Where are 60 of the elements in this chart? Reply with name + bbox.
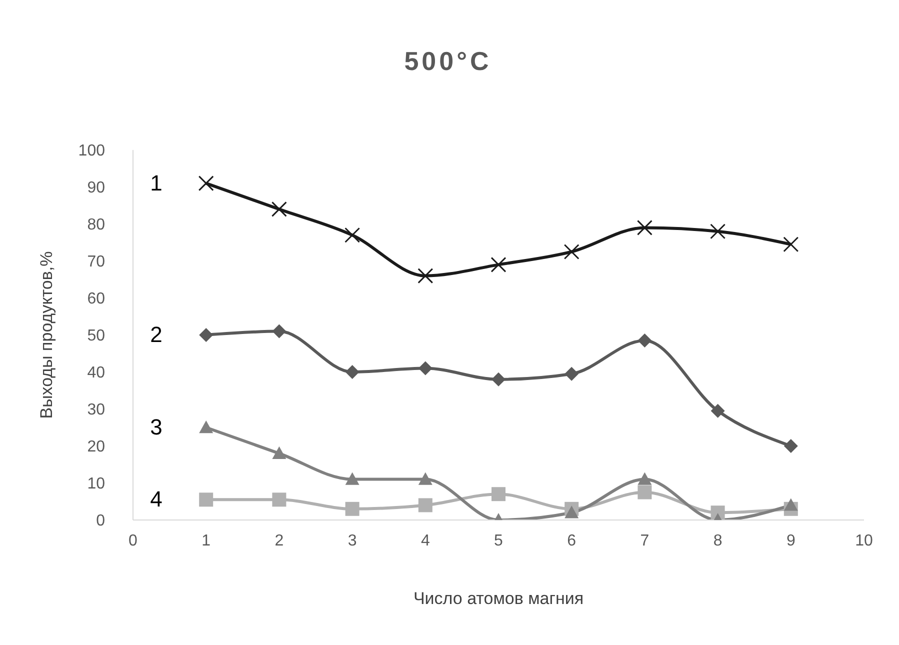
y-tick-label: 100 [78,142,106,160]
point [638,485,652,500]
point [418,268,434,284]
point [490,256,506,272]
point [198,176,214,192]
point [638,472,652,485]
y-tick-label: 60 [87,290,106,308]
y-tick-label: 0 [96,512,106,530]
x-axis-title: Число атомов магния [413,589,584,608]
y-tick-label: 70 [87,254,106,271]
point [564,506,579,518]
point [564,244,580,260]
x-tick-label: 5 [494,532,504,550]
x-tick-label: 8 [713,532,722,550]
point [272,446,286,459]
series-label: 1 [150,170,162,196]
point [345,472,360,485]
x-tick-label: 1 [202,532,211,550]
x-tick-label: 6 [567,532,576,550]
point [710,224,726,240]
series-label: 3 [150,414,162,440]
point [492,372,506,386]
y-tick-label: 90 [87,180,106,197]
point [418,361,432,376]
point [783,236,799,252]
point [199,492,214,507]
x-tick-label: 10 [855,532,873,550]
point [345,365,360,379]
y-tick-label: 50 [87,328,106,345]
y-axis-title: Выходы продуктов,% [37,251,56,419]
point [418,472,432,485]
point [638,334,652,348]
point [784,439,798,453]
point [271,201,287,217]
x-tick-label: 4 [420,532,430,550]
y-tick-label: 10 [87,476,106,493]
point [199,420,214,434]
chart-title: 500°C [403,46,493,77]
point [344,227,360,243]
point [418,498,432,512]
point [564,366,579,381]
point [636,220,652,236]
point [492,487,506,502]
x-tick-label: 7 [640,532,650,550]
series-label: 2 [150,322,162,347]
y-tick-label: 80 [87,216,106,234]
point [345,502,360,516]
x-tick-label: 2 [274,532,284,550]
point [199,328,214,342]
y-tick-label: 30 [87,402,106,419]
point [710,404,725,418]
point [784,498,798,511]
point [272,324,286,338]
x-tick-label: 0 [128,532,138,550]
x-tick-label: 9 [786,532,796,550]
series-label: 4 [150,486,162,512]
point [272,492,286,507]
y-tick-label: 20 [87,438,106,456]
y-tick-label: 40 [87,364,106,382]
x-tick-label: 3 [348,532,357,550]
